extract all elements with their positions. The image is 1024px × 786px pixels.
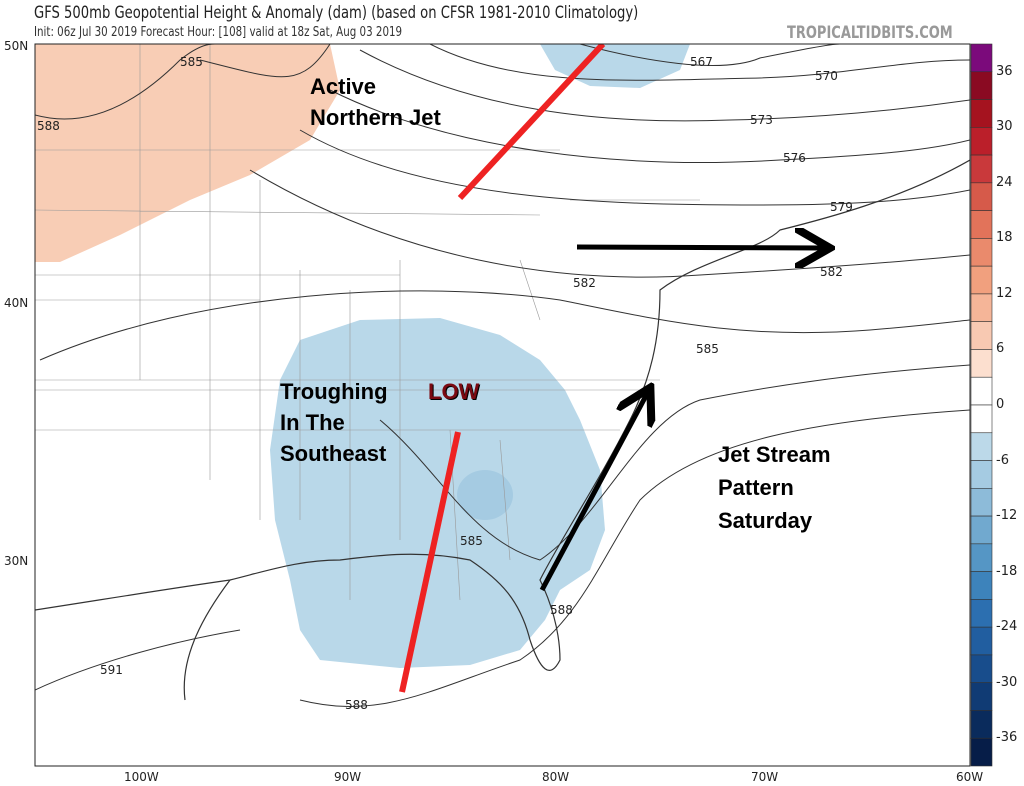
contour-label: 573 — [750, 113, 773, 127]
colorbar-bin — [970, 210, 993, 239]
contour-label: 585 — [180, 55, 203, 69]
colorbar-tick: 30 — [996, 119, 1013, 135]
colorbar-bin — [970, 71, 993, 100]
annotation-low: LOW — [428, 379, 480, 404]
colorbar-bin — [970, 154, 993, 184]
colorbar-bin — [970, 127, 993, 156]
annotation-line: Southeast — [280, 441, 387, 466]
annotation-pattern: Jet Stream Pattern Saturday — [718, 438, 831, 537]
colorbar-bin — [970, 460, 993, 489]
colorbar-bin — [970, 43, 993, 73]
colorbar-tick: 6 — [996, 341, 1005, 357]
brand-watermark: TROPICALTIDBITS.COM — [787, 23, 953, 43]
northeast-jet-arrow — [539, 392, 648, 592]
lon-label: 60W — [956, 770, 984, 784]
southern-jet-line — [399, 431, 461, 693]
colorbar-bin — [970, 182, 993, 211]
colorbar-tick: 0 — [996, 397, 1005, 412]
contour-label: 585 — [460, 534, 483, 548]
colorbar-bin — [970, 543, 993, 572]
annotation-line: Active — [310, 74, 377, 99]
colorbar-bin — [970, 376, 993, 406]
eastward-jet-arrow — [576, 247, 825, 248]
annotation-line: Troughing — [280, 379, 388, 404]
contour-label: 579 — [830, 200, 853, 214]
lat-label: 50N — [4, 39, 29, 53]
colorbar-bin — [970, 626, 993, 656]
colorbar-bin — [970, 349, 993, 378]
map-subtitle: Init: 06z Jul 30 2019 Forecast Hour: [10… — [34, 25, 403, 40]
colorbar-tick: -24 — [996, 619, 1018, 635]
colorbar-bin — [970, 293, 993, 322]
contour-label: 588 — [345, 698, 368, 712]
colorbar-bin — [970, 488, 993, 517]
colorbar — [970, 43, 993, 767]
anomaly-core — [457, 470, 513, 520]
annotation-line: Saturday — [718, 508, 813, 533]
lon-label: 100W — [124, 770, 159, 784]
height-contours — [35, 44, 970, 707]
annotation-line: In The — [280, 410, 345, 435]
annotation-north-jet: Active Northern Jet — [310, 71, 441, 133]
map-title: GFS 500mb Geopotential Height & Anomaly … — [34, 3, 639, 23]
colorbar-bin — [970, 238, 993, 267]
negative-anomaly-north — [540, 44, 690, 88]
lon-label: 80W — [542, 770, 570, 784]
colorbar-tick: -6 — [996, 452, 1009, 468]
colorbar-bin — [970, 654, 993, 683]
contour-label: 570 — [815, 69, 838, 83]
colorbar-tick: -12 — [996, 508, 1018, 524]
colorbar-tick: 24 — [996, 174, 1013, 190]
annotation-line: Northern Jet — [310, 105, 441, 130]
contour-label: 582 — [820, 265, 843, 279]
colorbar-bin — [970, 99, 993, 128]
coastline — [35, 159, 970, 701]
colorbar-tick: -36 — [996, 730, 1018, 746]
colorbar-bin — [970, 710, 993, 739]
colorbar-tick: 36 — [996, 63, 1013, 79]
state-borders — [35, 44, 700, 601]
colorbar-bin — [970, 404, 993, 434]
colorbar-bin — [970, 737, 993, 767]
colorbar-bin — [970, 515, 993, 545]
contour-label: 591 — [100, 663, 123, 677]
lon-label: 70W — [751, 770, 779, 784]
colorbar-tick: 12 — [996, 285, 1013, 301]
lon-label: 90W — [334, 770, 362, 784]
contour-label: 582 — [573, 276, 596, 290]
positive-anomaly-region — [35, 44, 340, 262]
colorbar-bin — [970, 321, 993, 350]
contour-label: 585 — [696, 342, 719, 356]
contour-label: 567 — [690, 55, 713, 69]
colorbar-tick: -30 — [996, 674, 1018, 690]
colorbar-bin — [970, 682, 993, 711]
negative-anomaly-southeast — [270, 318, 605, 668]
contour-label: 588 — [37, 119, 60, 133]
colorbar-bin — [970, 599, 993, 628]
lat-label: 40N — [4, 296, 29, 310]
colorbar-tick: -18 — [996, 563, 1018, 579]
contour-label: 588 — [550, 603, 573, 617]
annotation-trough: Troughing In The Southeast — [280, 376, 388, 469]
colorbar-bin — [970, 571, 993, 600]
northern-jet-line — [457, 44, 606, 201]
annotation-line: Jet Stream — [718, 442, 831, 467]
annotation-line: Pattern — [718, 475, 794, 500]
contour-label: 576 — [783, 151, 806, 165]
map-frame — [34, 43, 971, 767]
lat-label: 30N — [4, 554, 29, 568]
colorbar-bin — [970, 265, 993, 295]
colorbar-tick: 18 — [996, 230, 1013, 246]
colorbar-bin — [970, 432, 993, 461]
